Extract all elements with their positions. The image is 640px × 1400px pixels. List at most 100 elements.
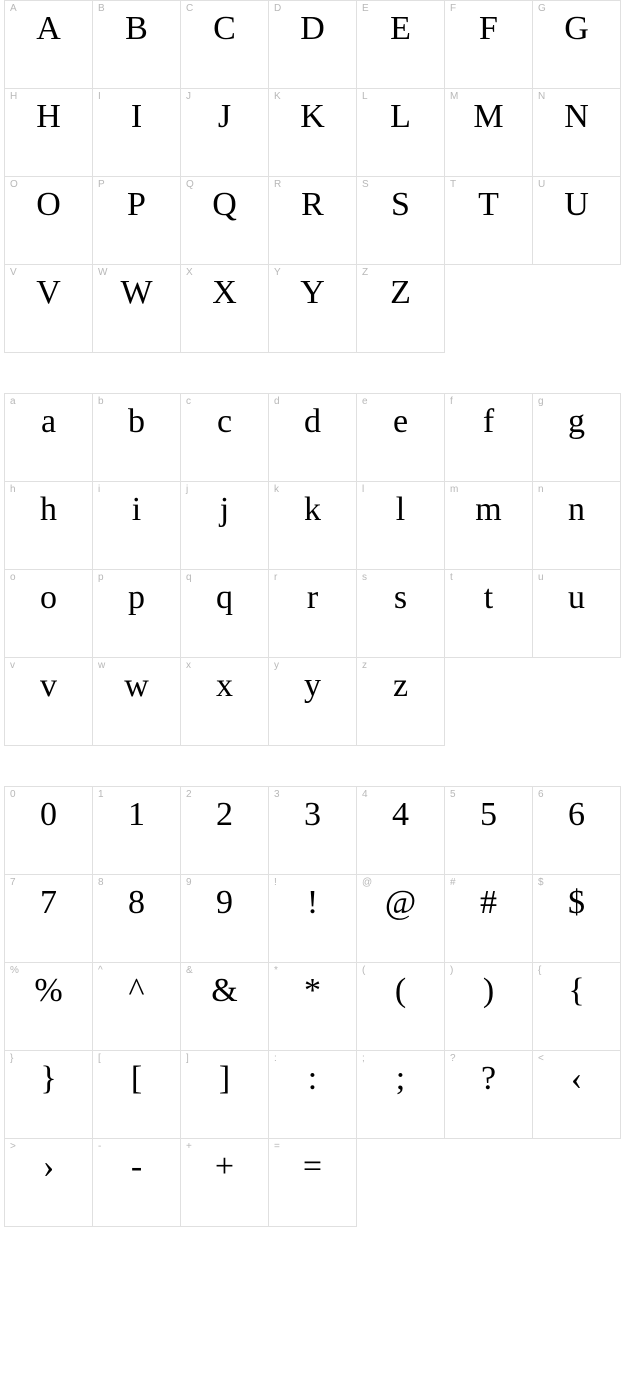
glyph-cell: [[ (93, 1051, 181, 1139)
glyph-character: h (5, 488, 92, 532)
glyph-cell: 88 (93, 875, 181, 963)
glyph-character: # (445, 881, 532, 925)
glyph-cell: 22 (181, 787, 269, 875)
glyph-cell: RR (269, 177, 357, 265)
glyph-character: E (357, 7, 444, 51)
glyph-cell: ii (93, 482, 181, 570)
glyph-character: B (93, 7, 180, 51)
glyph-character: f (445, 400, 532, 444)
glyph-cell: OO (5, 177, 93, 265)
glyph-cell-empty (533, 658, 621, 746)
glyph-character: y (269, 664, 356, 708)
glyph-character: * (269, 969, 356, 1013)
glyph-cell: mm (445, 482, 533, 570)
glyph-cell: tt (445, 570, 533, 658)
glyph-cell: ]] (181, 1051, 269, 1139)
glyph-cell: TT (445, 177, 533, 265)
glyph-cell: ?? (445, 1051, 533, 1139)
glyph-character: Q (181, 183, 268, 227)
glyph-cell: oo (5, 570, 93, 658)
glyph-character: N (533, 95, 620, 139)
glyph-cell: yy (269, 658, 357, 746)
glyph-character: - (93, 1145, 180, 1189)
glyph-cell: 33 (269, 787, 357, 875)
glyph-character: c (181, 400, 268, 444)
glyph-character: i (93, 488, 180, 532)
glyph-cell: ZZ (357, 265, 445, 353)
glyph-grid: AABBCCDDEEFFGGHHIIJJKKLLMMNNOOPPQQRRSSTT… (4, 0, 621, 353)
glyph-character: 0 (5, 793, 92, 837)
glyph-cell: 99 (181, 875, 269, 963)
glyph-cell: == (269, 1139, 357, 1227)
glyph-character: = (269, 1145, 356, 1189)
glyph-cell: dd (269, 394, 357, 482)
glyph-cell: rr (269, 570, 357, 658)
glyph-character: n (533, 488, 620, 532)
glyph-cell: kk (269, 482, 357, 570)
glyph-cell: ** (269, 963, 357, 1051)
glyph-character: Y (269, 271, 356, 315)
glyph-character: C (181, 7, 268, 51)
glyph-character: w (93, 664, 180, 708)
glyph-cell: 11 (93, 787, 181, 875)
glyph-character: 3 (269, 793, 356, 837)
glyph-character: k (269, 488, 356, 532)
glyph-cell-empty (533, 265, 621, 353)
glyph-character: 1 (93, 793, 180, 837)
glyph-character: g (533, 400, 620, 444)
glyph-cell: VV (5, 265, 93, 353)
glyph-cell: 00 (5, 787, 93, 875)
glyph-character: 9 (181, 881, 268, 925)
glyph-cell: KK (269, 89, 357, 177)
glyph-character: 5 (445, 793, 532, 837)
glyph-cell: MM (445, 89, 533, 177)
glyph-cell: EE (357, 1, 445, 89)
glyph-character: K (269, 95, 356, 139)
glyph-cell: JJ (181, 89, 269, 177)
glyph-cell: :: (269, 1051, 357, 1139)
glyph-cell: bb (93, 394, 181, 482)
glyph-character: ! (269, 881, 356, 925)
glyph-character: $ (533, 881, 620, 925)
character-map: AABBCCDDEEFFGGHHIIJJKKLLMMNNOOPPQQRRSSTT… (0, 0, 640, 1227)
glyph-character: U (533, 183, 620, 227)
glyph-cell: gg (533, 394, 621, 482)
glyph-character: I (93, 95, 180, 139)
glyph-cell: GG (533, 1, 621, 89)
glyph-character: V (5, 271, 92, 315)
glyph-cell: %% (5, 963, 93, 1051)
glyph-cell: }} (5, 1051, 93, 1139)
glyph-character: D (269, 7, 356, 51)
glyph-cell-empty (445, 265, 533, 353)
glyph-character: ? (445, 1057, 532, 1101)
glyph-cell: CC (181, 1, 269, 89)
glyph-cell: 77 (5, 875, 93, 963)
glyph-character: J (181, 95, 268, 139)
glyph-cell: uu (533, 570, 621, 658)
glyph-character: z (357, 664, 444, 708)
glyph-character: 4 (357, 793, 444, 837)
glyph-cell: HH (5, 89, 93, 177)
glyph-section-lowercase: aabbccddeeffgghhiijjkkllmmnnooppqqrrsstt… (0, 393, 640, 746)
glyph-character: › (5, 1145, 92, 1189)
glyph-character: 7 (5, 881, 92, 925)
glyph-cell: XX (181, 265, 269, 353)
glyph-character: ( (357, 969, 444, 1013)
glyph-cell: vv (5, 658, 93, 746)
glyph-cell: FF (445, 1, 533, 89)
glyph-character: x (181, 664, 268, 708)
glyph-character: W (93, 271, 180, 315)
glyph-character: % (5, 969, 92, 1013)
glyph-cell: ww (93, 658, 181, 746)
glyph-cell: {{ (533, 963, 621, 1051)
glyph-character: l (357, 488, 444, 532)
glyph-cell: ## (445, 875, 533, 963)
glyph-cell: QQ (181, 177, 269, 265)
glyph-character: u (533, 576, 620, 620)
glyph-character: P (93, 183, 180, 227)
glyph-character: + (181, 1145, 268, 1189)
glyph-character: } (5, 1057, 92, 1101)
glyph-character: v (5, 664, 92, 708)
glyph-character: t (445, 576, 532, 620)
glyph-character: : (269, 1057, 356, 1101)
